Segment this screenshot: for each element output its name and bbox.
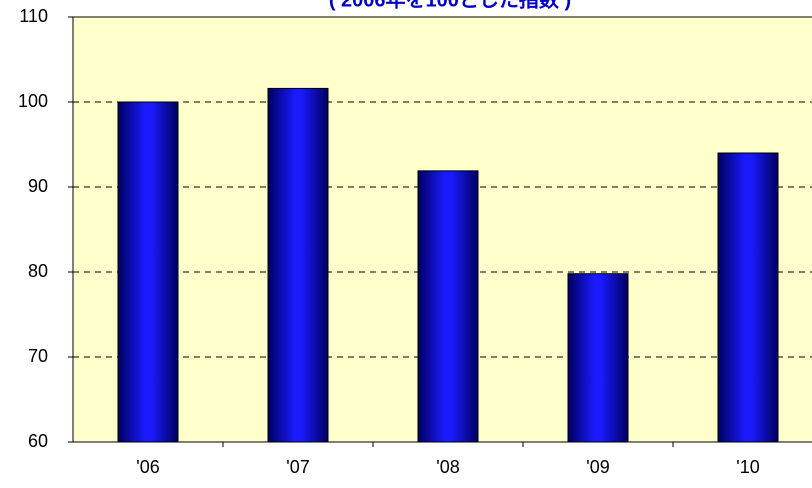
x-tick-label: '08: [436, 457, 459, 477]
x-tick-label: '06: [136, 457, 159, 477]
bar: [717, 152, 779, 443]
y-tick-label: 70: [28, 346, 48, 366]
y-tick-label: 90: [28, 176, 48, 196]
bar: [117, 101, 179, 443]
y-tick-label: 60: [28, 431, 48, 451]
bar: [567, 273, 629, 443]
chart-title: ( 2006年を100とした指数 ): [329, 0, 571, 11]
bar: [267, 87, 329, 443]
y-tick-label: 100: [18, 91, 48, 111]
bar: [417, 170, 479, 443]
x-tick-label: '10: [736, 457, 759, 477]
y-tick-label: 80: [28, 261, 48, 281]
x-tick-label: '07: [286, 457, 309, 477]
x-tick-label: '09: [586, 457, 609, 477]
y-tick-label: 110: [19, 6, 48, 26]
